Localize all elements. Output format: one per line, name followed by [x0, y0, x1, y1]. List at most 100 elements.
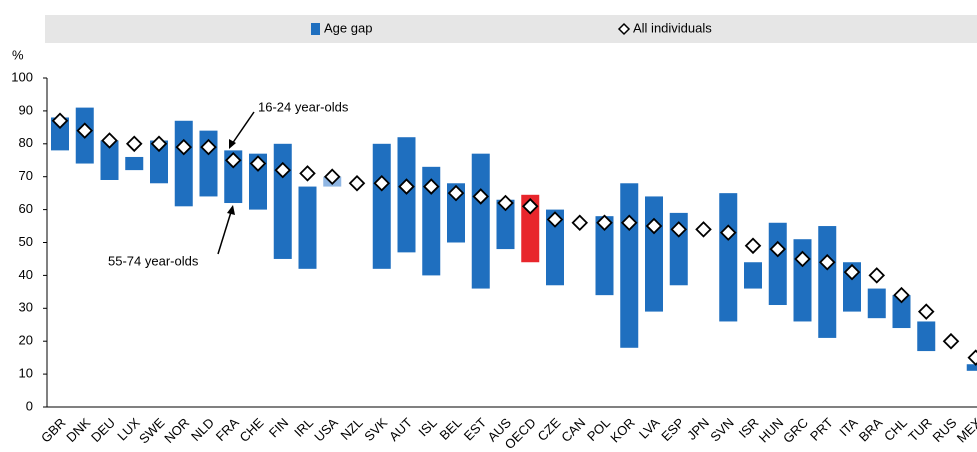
marker	[571, 214, 589, 232]
marker	[818, 253, 836, 271]
x-tick-label: TUR	[905, 415, 934, 444]
x-tick-label: JPN	[684, 415, 712, 443]
y-tick-label: 100	[11, 69, 33, 84]
y-tick-label: 20	[19, 333, 33, 348]
bar	[744, 262, 762, 289]
bar	[422, 166, 441, 276]
x-tick-label: MEX	[954, 415, 977, 446]
y-tick-label: 50	[19, 234, 33, 249]
arrowhead	[227, 205, 235, 215]
bar	[719, 193, 738, 322]
marker	[695, 221, 712, 238]
marker	[323, 168, 341, 185]
marker	[893, 286, 910, 304]
marker	[422, 178, 440, 195]
marker	[101, 132, 118, 149]
annotation: 55-74 year-olds	[108, 253, 199, 268]
bar	[249, 153, 267, 210]
marker	[299, 165, 316, 182]
x-tick-label: SVN	[707, 415, 737, 445]
marker	[51, 112, 69, 130]
x-tick-label: CHE	[237, 415, 267, 445]
bar	[496, 199, 515, 250]
y-tick-label: 0	[26, 398, 33, 413]
x-tick-label: BRA	[856, 415, 886, 445]
legend-label: Age gap	[324, 20, 372, 35]
marker	[175, 138, 193, 156]
marker	[967, 349, 977, 366]
x-tick-label: LVA	[636, 415, 663, 442]
x-tick-label: PRT	[807, 415, 836, 444]
marker	[150, 135, 168, 153]
x-tick-label: HUN	[756, 415, 787, 446]
bar	[966, 364, 977, 371]
x-tick-label: CAN	[558, 415, 588, 445]
marker	[348, 175, 366, 192]
marker	[596, 214, 613, 232]
x-tick-label: FRA	[213, 415, 242, 444]
x-tick-label: NOR	[161, 415, 192, 446]
x-tick-label: ESP	[658, 415, 687, 444]
marker	[521, 198, 539, 215]
bar	[51, 117, 69, 151]
legend-swatch	[311, 23, 320, 35]
legend-label: All individuals	[633, 20, 712, 35]
bar	[892, 295, 911, 329]
marker	[769, 240, 787, 258]
y-tick-label: 70	[19, 168, 33, 183]
marker	[200, 138, 217, 156]
marker	[670, 221, 688, 238]
bar	[372, 143, 391, 269]
arrowhead	[229, 139, 236, 149]
marker	[224, 151, 242, 169]
bar	[273, 143, 292, 259]
marker	[843, 263, 861, 281]
bar	[521, 194, 540, 263]
arrow	[231, 111, 255, 145]
bar	[818, 226, 837, 338]
x-tick-label: EST	[461, 415, 490, 444]
marker	[447, 184, 465, 202]
y-tick-label: 30	[19, 300, 33, 315]
x-tick-label: KOR	[607, 415, 638, 446]
bar	[595, 216, 614, 296]
bar	[100, 140, 119, 180]
marker	[125, 135, 143, 153]
marker	[917, 303, 935, 320]
y-tick-label: 40	[19, 267, 33, 282]
y-tick-label: 60	[19, 201, 33, 216]
bar	[620, 183, 639, 348]
x-tick-label: SWE	[136, 415, 168, 447]
x-tick-label: GRC	[780, 415, 811, 446]
bar	[471, 153, 490, 289]
x-tick-label: FIN	[266, 415, 291, 440]
marker	[76, 122, 94, 139]
x-tick-label: BEL	[437, 415, 465, 443]
marker	[472, 188, 490, 205]
x-tick-label: NZL	[338, 415, 366, 443]
y-tick-label: 80	[19, 135, 33, 150]
x-tick-label: CHL	[881, 415, 910, 444]
marker	[249, 155, 267, 172]
y-tick-label: 10	[19, 366, 33, 381]
marker	[794, 250, 811, 268]
bar	[867, 288, 886, 319]
annotation: 16-24 year-olds	[258, 99, 349, 114]
x-tick-label: GBR	[38, 415, 69, 446]
x-tick-label: SVK	[361, 415, 390, 444]
x-tick-label: RUS	[930, 415, 960, 445]
marker	[942, 332, 960, 350]
bar	[917, 321, 936, 352]
marker	[719, 224, 737, 241]
x-tick-label: AUT	[386, 415, 415, 444]
x-tick-label: ISL	[415, 415, 439, 439]
bar	[125, 156, 144, 171]
bar	[174, 120, 193, 207]
bar	[645, 196, 663, 312]
marker	[645, 217, 663, 235]
y-tick-label: 90	[19, 102, 33, 117]
bar	[447, 183, 465, 243]
marker	[546, 211, 564, 228]
bar	[150, 140, 168, 184]
